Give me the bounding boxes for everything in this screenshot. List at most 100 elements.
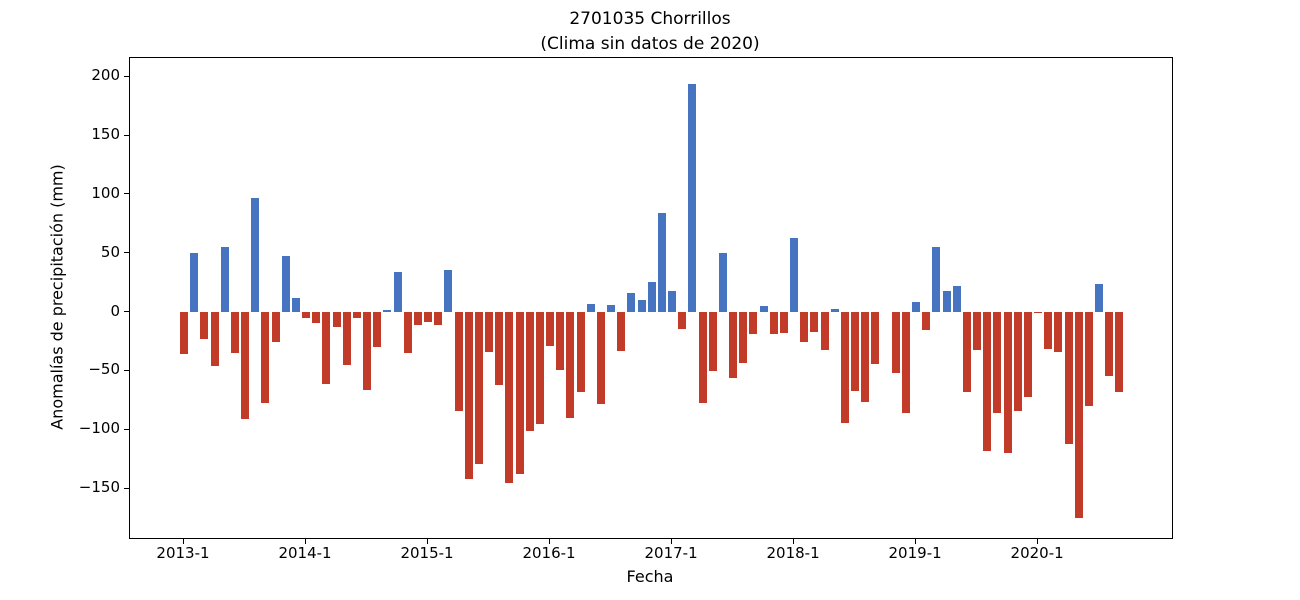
bar-2018-03 [810,312,819,333]
bar-2015-08 [495,312,504,386]
bar-2013-08 [251,198,260,313]
bar-2017-02 [678,312,687,329]
x-tick-label: 2016-1 [522,544,576,562]
y-tick-label: 0 [110,301,120,320]
bar-2015-11 [525,312,534,431]
y-tick-mark [124,487,129,489]
bar-2014-11 [403,312,412,354]
y-tick-mark [124,252,129,254]
bar-2020-01 [1034,312,1043,314]
bar-2016-02 [556,312,565,370]
bar-2018-05 [830,308,839,313]
bar-2015-06 [474,312,483,464]
bar-2015-01 [424,312,433,322]
x-tick-mark [305,539,307,544]
bar-2018-08 [861,312,870,402]
bar-2015-09 [505,312,514,483]
y-tick-label: 150 [91,125,120,144]
y-tick-label: −100 [78,419,120,438]
bar-2019-04 [942,290,951,313]
bar-2017-05 [708,312,717,371]
bar-2017-06 [718,253,727,313]
bar-2018-01 [790,238,799,313]
chart-title-line2: (Clima sin datos de 2020) [540,34,760,54]
bar-2014-03 [322,312,331,384]
x-tick-label: 2013-1 [156,544,210,562]
bar-2020-05 [1074,312,1083,518]
x-tick-mark [427,539,429,544]
x-tick-mark [671,539,673,544]
bar-2013-06 [230,312,239,354]
bar-2016-07 [607,305,616,313]
bar-2015-03 [444,269,453,313]
bar-2019-07 [973,312,982,350]
x-tick-mark [1037,539,1039,544]
bar-2019-06 [962,312,971,393]
bar-2014-04 [332,312,341,328]
bar-2016-10 [637,300,646,313]
x-tick-mark [549,539,551,544]
bar-2020-09 [1115,312,1124,393]
x-tick-mark [793,539,795,544]
x-tick-label: 2017-1 [644,544,698,562]
bar-2019-02 [922,312,931,330]
bar-2014-02 [312,312,321,323]
x-tick-mark [915,539,917,544]
x-tick-label: 2018-1 [766,544,820,562]
bar-2013-03 [200,312,209,340]
bar-2016-08 [617,312,626,351]
bar-2017-09 [749,312,758,335]
bar-2015-02 [434,312,443,326]
bar-2014-06 [352,312,361,318]
bar-2015-10 [515,312,524,475]
bar-2017-10 [759,306,768,313]
bar-2018-04 [820,312,829,350]
bar-2017-03 [688,83,697,313]
bar-2018-11 [891,312,900,374]
bar-2018-02 [800,312,809,342]
bar-2019-08 [983,312,992,451]
bar-2017-11 [769,312,778,335]
bar-2018-07 [851,312,860,391]
x-tick-label: 2015-1 [400,544,454,562]
y-tick-label: −50 [88,360,120,379]
bar-2019-01 [912,301,921,313]
bar-2017-07 [729,312,738,378]
y-tick-mark [124,428,129,430]
bar-2014-01 [302,312,311,318]
bar-2019-11 [1013,312,1022,411]
bar-2019-12 [1023,312,1032,397]
bar-2014-07 [363,312,372,390]
y-tick-mark [124,75,129,77]
bar-2016-03 [566,312,575,418]
bar-2016-11 [647,281,656,313]
bar-2020-08 [1105,312,1114,376]
bar-2015-04 [454,312,463,411]
bar-2013-10 [271,312,280,342]
bar-2013-09 [261,312,270,403]
bar-2020-04 [1064,312,1073,444]
bar-2013-02 [190,253,199,313]
bar-2014-10 [393,272,402,313]
bar-2018-06 [840,312,849,423]
bar-2016-04 [576,312,585,393]
bar-2013-12 [291,298,300,313]
y-tick-label: 200 [91,66,120,85]
bar-2017-12 [779,312,788,334]
bar-2020-02 [1044,312,1053,349]
bar-2020-03 [1054,312,1063,353]
bar-2016-01 [546,312,555,347]
bar-2016-06 [596,312,605,404]
x-axis-label: Fecha [626,567,674,586]
x-tick-label: 2019-1 [888,544,942,562]
bar-2013-01 [180,312,188,355]
bar-2014-12 [413,312,422,326]
bar-2019-03 [932,247,941,313]
bar-2013-11 [281,255,290,313]
x-tick-label: 2014-1 [278,544,332,562]
bar-2015-07 [485,312,494,353]
y-tick-label: 100 [91,183,120,202]
bar-2020-06 [1084,312,1093,407]
bar-2015-12 [535,312,544,424]
